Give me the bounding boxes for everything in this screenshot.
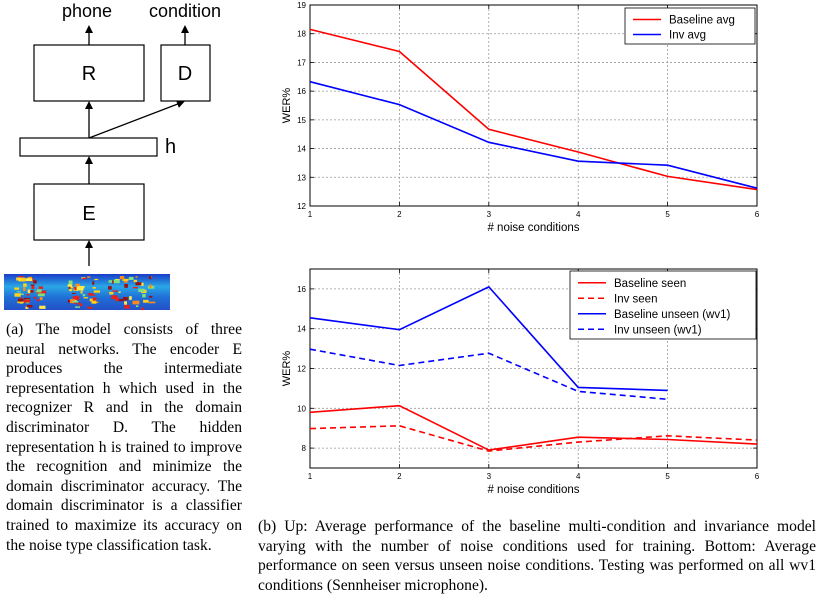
chart-legend: Baseline avg Inv avg: [624, 7, 756, 45]
plot-frame: [309, 4, 758, 207]
y-tick-label: 16: [297, 285, 306, 294]
y-tick-label: 17: [297, 58, 306, 67]
x-axis-label: # noise conditions: [487, 484, 579, 496]
series-line-3: [309, 285, 668, 392]
encoder-label: E: [82, 203, 95, 225]
encoder-box: [33, 183, 145, 241]
x-tick-label: 1: [308, 472, 313, 481]
discriminator-label: D: [178, 63, 192, 85]
model-diagram: phone condition R D h E: [4, 1, 221, 311]
recognizer-label: R: [82, 63, 96, 85]
y-tick-label: 16: [297, 87, 306, 96]
y-tick-label: 12: [297, 365, 306, 374]
series-line-4: [309, 348, 668, 401]
series-line-1: [309, 28, 758, 191]
y-tick-label: 14: [297, 145, 306, 154]
h-to-discriminator-arrow: [88, 100, 185, 139]
x-tick-label: 4: [576, 210, 581, 219]
recognizer-box: [33, 44, 145, 102]
discriminator-box: [160, 44, 211, 102]
series-line-2: [309, 80, 758, 189]
y-tick-label: 15: [297, 116, 306, 125]
x-tick-label: 3: [487, 210, 492, 219]
x-tick-label: 3: [487, 472, 492, 481]
x-tick-label: 5: [665, 472, 670, 481]
y-tick-label: 19: [297, 1, 306, 10]
x-tick-label: 6: [755, 210, 760, 219]
y-axis-label: WER%: [281, 351, 293, 387]
hidden-representation-box: [19, 137, 158, 157]
spectrogram-image: [4, 274, 170, 311]
chart-legend: Baseline seen Inv seen Baseline unseen (wv…: [569, 270, 757, 340]
y-tick-label: 18: [297, 30, 306, 39]
y-axis-label: WER%: [281, 88, 293, 124]
legend-label: Baseline avg: [669, 15, 735, 27]
x-tick-label: 2: [397, 210, 402, 219]
x-tick-label: 4: [576, 472, 581, 481]
y-tick-label: 8: [302, 444, 307, 453]
y-tick-label: 10: [297, 404, 306, 413]
y-tick-label: 14: [297, 325, 306, 334]
x-tick-label: 2: [397, 472, 402, 481]
caption-a: (a) The model consists of three neural n…: [6, 321, 242, 554]
legend-label: Inv seen: [614, 293, 657, 305]
legend-label: Inv unseen (wv1): [614, 324, 702, 336]
caption-b: (b) Up: Average performance of the basel…: [258, 518, 816, 594]
legend-label: Baseline seen: [614, 278, 686, 290]
phone-label: phone: [62, 1, 112, 21]
series-line-2: [309, 424, 758, 452]
condition-label: condition: [149, 1, 221, 21]
y-tick-label: 12: [297, 202, 306, 211]
y-tick-label: 13: [297, 173, 306, 182]
x-axis-label: # noise conditions: [487, 222, 579, 234]
x-tick-label: 5: [665, 210, 670, 219]
legend-label: Inv avg: [669, 30, 706, 42]
x-tick-label: 6: [755, 472, 760, 481]
legend-label: Baseline unseen (wv1): [614, 309, 731, 321]
hidden-label: h: [165, 136, 176, 158]
series-line-1: [309, 404, 758, 451]
x-tick-label: 1: [308, 210, 313, 219]
